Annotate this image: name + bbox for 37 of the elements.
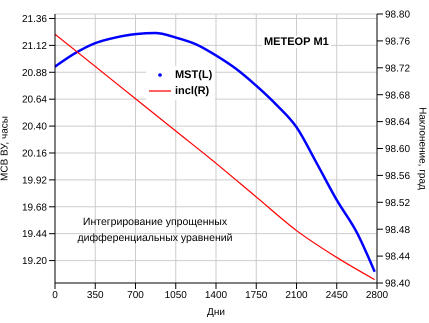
x-tick-label: 2450 <box>326 290 348 302</box>
text: МЕТЕОР М1 <box>262 36 331 48</box>
y2-tick-label: 98.52 <box>385 198 410 209</box>
y2-axis-title: Наклонение, град <box>416 107 428 190</box>
y2-tick-label: 98.48 <box>385 224 410 236</box>
y2-tick-label: 98.56 <box>385 170 410 182</box>
y-tick-label: 20.64 <box>22 94 48 106</box>
y-tick-label: 19.92 <box>22 175 48 186</box>
x-tick-label: 1750 <box>245 290 268 302</box>
y-tick-label: 19.68 <box>22 202 48 214</box>
y-tick-label: 21.36 <box>22 14 48 26</box>
y2-tick-label: 98.40 <box>385 278 410 290</box>
y2-tick-label: 98.76 <box>385 36 410 48</box>
y2-tick-label: 98.80 <box>385 10 410 21</box>
legend-label: MST(L) <box>175 68 212 83</box>
y-tick-label: 20.16 <box>22 148 48 160</box>
y-tick-label: 20.88 <box>22 68 48 79</box>
x-tick-label: 700 <box>127 290 144 302</box>
x-tick-label: 350 <box>86 290 104 302</box>
y-tick-label: 19.44 <box>22 229 48 240</box>
y2-tick-label: 98.64 <box>385 117 410 128</box>
x-tick-label: 1050 <box>164 290 188 302</box>
y2-tick-label: 98.44 <box>385 252 410 263</box>
x-axis-title: Дни <box>207 307 225 318</box>
x-tick-label: 2800 <box>366 290 389 302</box>
y2-tick-label: 98.68 <box>385 90 410 102</box>
y-axis-title: МСВ ВУ, часы <box>0 116 11 181</box>
y-tick-label: 19.20 <box>22 256 48 268</box>
y2-tick-label: 98.60 <box>385 144 410 156</box>
x-tick-label: 1400 <box>204 290 228 302</box>
y-tick-label: 20.40 <box>22 122 48 133</box>
legend-label: incl(R) <box>175 84 210 99</box>
y2-tick-label: 98.72 <box>385 63 410 74</box>
annotation: Интегрирование упрощенных дифференциальных уравнений <box>76 215 234 246</box>
x-tick-label: 2100 <box>285 290 308 302</box>
x-tick-label: 0 <box>52 290 58 302</box>
y-tick-label: 21.12 <box>22 40 48 52</box>
